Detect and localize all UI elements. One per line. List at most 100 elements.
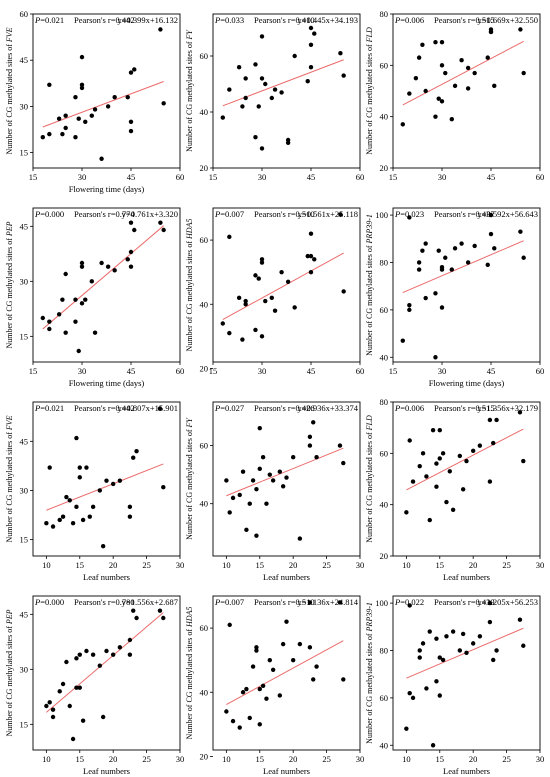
data-point [404,726,409,731]
data-point [312,257,317,262]
x-tick-label: 25 [142,560,151,570]
data-point [433,114,438,119]
data-point [477,634,483,639]
data-point [236,295,242,301]
x-tick-label: 20 [289,754,298,764]
data-point [417,463,422,469]
data-point [440,451,446,456]
p-label: P [214,597,220,607]
stats-text: P=0.006 [394,15,424,25]
data-point [256,104,261,109]
plot-frame [392,595,541,751]
data-point [127,504,133,510]
p-eq: = [400,597,405,607]
y-tick-label: 20 [380,551,389,561]
data-point [50,524,56,529]
data-point [100,714,106,720]
data-point [80,718,86,723]
p-eq: = [400,209,405,219]
p-label: P [214,403,220,413]
data-point [407,91,412,96]
x-tick-label: 15 [256,560,265,570]
data-point [128,128,134,134]
regression-line [46,612,164,713]
data-point [416,55,422,60]
x-tick-label: 30 [356,560,365,570]
data-point [253,327,258,333]
x-tick-label: 20 [469,560,478,570]
y-tick-label: 15 [20,331,29,341]
data-point [424,474,429,479]
data-point [420,248,425,253]
data-point [452,246,458,251]
data-point [521,255,526,260]
data-point [487,479,493,484]
data-point [67,703,72,709]
fit-equation: y=0.669x+32.550 [477,15,538,25]
data-point [407,302,412,308]
data-point [250,664,256,669]
y-tick-label: 40 [200,299,209,309]
data-point [407,690,412,696]
x-tick-label: 45 [127,172,136,182]
data-point [89,279,95,284]
x-axis-label: Flowering time (days) [429,378,505,388]
data-point [297,641,303,647]
p-label: P [394,15,400,25]
p-eq: = [40,209,45,219]
p-label: P [214,15,220,25]
pearson-value: 0.515 [476,15,495,25]
data-point [338,212,343,217]
data-point [128,119,134,125]
regression-line [226,640,344,705]
pearson-label: Pearson's r= [434,15,476,25]
y-axis-label: Number of CG methylated sites of FVE [5,27,14,154]
data-point [437,693,442,698]
data-point [84,648,89,654]
pearson-text: Pearson's r=0.442 [74,403,135,413]
data-point [285,279,291,284]
data-point [449,267,454,272]
y-tick-label: 40 [380,352,389,362]
y-tick-label: 30 [20,276,29,286]
data-point [243,76,248,81]
data-point [337,600,343,605]
data-point [284,475,289,480]
p-eq: = [220,597,225,607]
data-point [305,79,310,84]
data-point [436,248,441,253]
data-point [44,703,49,709]
data-point [427,629,432,634]
data-point [253,62,258,67]
regression-line [222,252,344,321]
data-point [437,655,442,660]
y-axis-label-gene: HDA5 [185,607,194,628]
p-value: 0.021 [45,15,64,25]
data-point [56,312,62,317]
p-value: 0.027 [225,403,244,413]
x-tick-label: 30 [438,172,447,182]
p-value: 0.006 [405,15,424,25]
x-tick-label: 45 [127,366,136,376]
data-point [254,645,259,650]
stats-text: P=0.022 [394,597,424,607]
data-point [440,657,446,663]
data-point [259,334,265,339]
pearson-text: Pearson's r=0.515 [434,15,495,25]
data-point [254,533,259,538]
data-point [105,104,111,109]
y-tick-label: 40 [380,740,389,750]
data-point [257,466,262,472]
y-axis-label: Number of CG methylated sites of FVE [5,415,14,542]
data-point [127,652,133,657]
data-point [63,271,68,277]
data-point [308,42,314,47]
p-label: P [394,403,400,413]
x-tick-label: 15 [29,366,38,376]
x-axis-label: Leaf numbers [83,766,130,776]
data-point [308,269,314,275]
data-point [240,104,245,109]
